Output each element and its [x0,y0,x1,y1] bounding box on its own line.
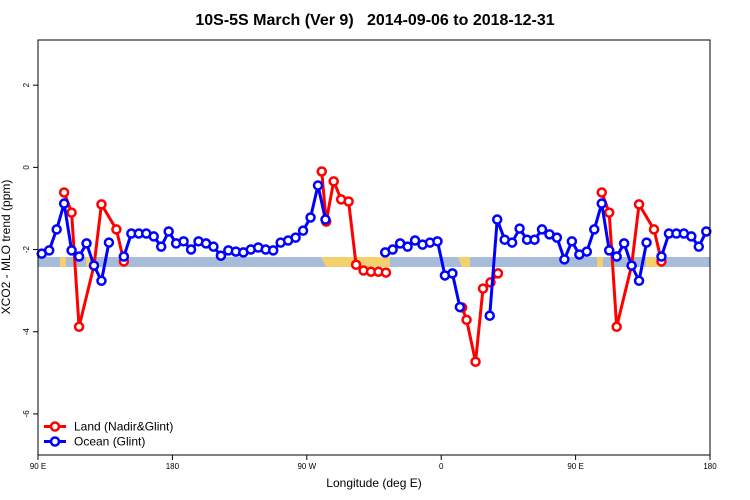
data-point [58,198,70,209]
x-tick-label: 0 [439,462,444,471]
y-tick-label: -2 [22,245,31,253]
y-tick-label: 2 [22,82,31,87]
data-point [58,187,70,198]
data-point [596,198,607,209]
data-point [447,268,458,279]
legend-marker [49,436,61,447]
land-strip [86,257,90,267]
data-point [432,236,443,247]
data-point [320,214,331,225]
data-point [491,214,503,225]
data-point [118,251,130,262]
data-point [312,180,324,191]
data-point [492,268,504,279]
data-point [529,234,540,245]
data-point [536,224,548,235]
data-point [103,237,115,248]
data-point [51,224,62,235]
data-point [618,238,630,249]
data-point [328,176,339,187]
data-point [267,245,279,256]
legend-label: Ocean (Glint) [74,435,145,449]
data-point [693,241,705,252]
data-point [506,237,518,248]
x-tick-label: 180 [166,462,180,471]
data-point [163,226,174,237]
data-point [343,196,354,207]
data-point [566,236,578,247]
data-point [589,224,600,235]
data-point [96,199,107,210]
data-point [81,238,92,249]
data-point [626,260,637,271]
data-point [633,199,645,210]
data-point [208,241,219,252]
data-point [148,231,159,242]
data-point [178,236,189,247]
legend-marker [49,421,61,432]
land-strip [597,257,603,267]
data-point [701,226,712,237]
x-axis-label: Longitude (deg E) [326,476,421,490]
y-tick-label: 0 [22,165,31,170]
data-point [73,251,85,262]
data-point [316,166,327,177]
land-strip [60,257,66,267]
data-point [648,224,660,235]
data-point [96,275,107,287]
data-point [305,212,316,223]
map-strip [38,257,710,267]
series-line [122,183,327,258]
data-point [66,207,77,218]
data-point [402,241,413,252]
data-point [454,301,466,313]
y-tick-label: -4 [22,328,31,336]
data-point [409,235,421,246]
data-point [111,224,122,235]
x-tick-label: 90 E [567,462,583,471]
data-point [596,187,607,198]
y-tick-label: -6 [22,410,31,418]
data-point [350,259,362,271]
data-point [484,310,495,321]
data-point [290,232,301,243]
data-point [603,207,615,218]
data-point [641,237,652,248]
data-point [611,321,622,333]
x-tick-label: 180 [703,462,717,471]
legend-label: Land (Nadir&Glint) [74,420,173,434]
data-point [611,251,622,262]
data-point [387,244,398,255]
land-strip [458,257,470,267]
data-point [581,246,593,257]
data-point [297,225,309,236]
land-strip [646,257,660,267]
plot-frame [37,39,711,456]
x-tick-label: 90 W [297,462,316,471]
data-point [559,254,570,265]
data-point [185,244,197,255]
data-point [686,231,697,242]
data-point [633,275,645,287]
x-tick-label: 90 E [30,462,46,471]
data-point [551,232,563,243]
data-point [215,250,227,261]
data-point [380,267,392,278]
data-point [66,245,77,256]
chart-title: 10S-5S March (Ver 9) 2014-09-06 to 2018-… [195,12,554,29]
data-point [470,356,481,367]
data-point [656,251,667,262]
data-point [155,241,167,252]
data-point [461,314,472,326]
data-point [73,321,85,333]
plot-area [36,166,712,367]
series-line [488,202,649,316]
y-axis-label: XCO2 - MLO trend (ppm) [0,180,13,315]
data-point [88,260,100,271]
data-point [43,245,55,256]
data-point [514,223,525,234]
data-point [477,283,489,294]
data-point [603,245,615,256]
